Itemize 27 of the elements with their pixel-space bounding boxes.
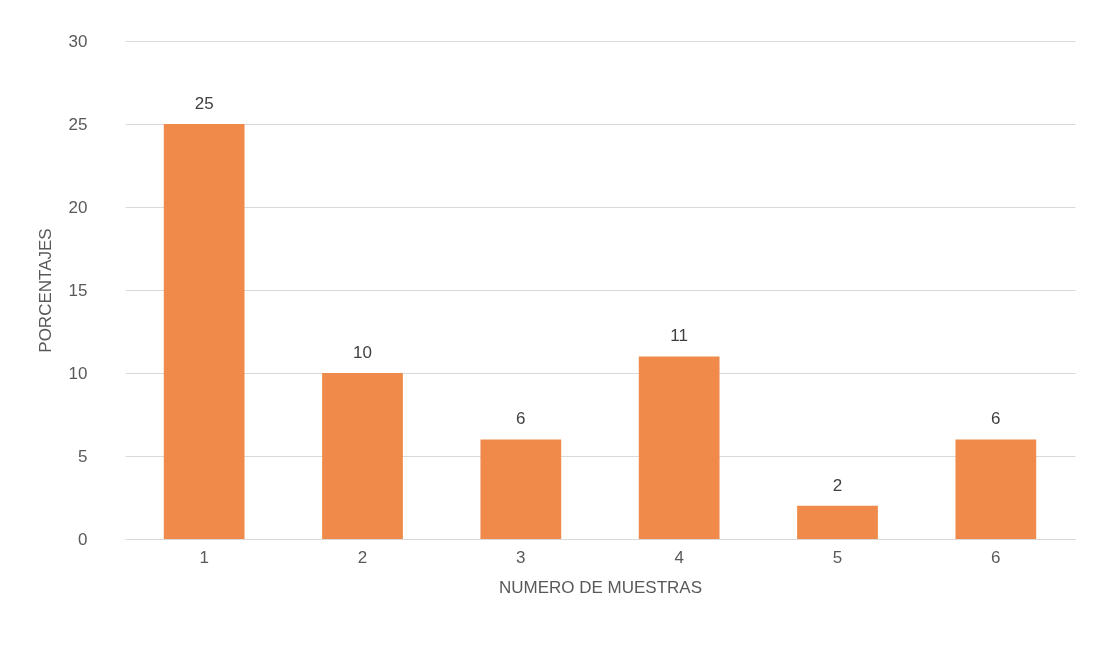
bar	[638, 356, 720, 539]
y-tick-label: 0	[78, 529, 88, 549]
y-tick-label: 25	[68, 114, 88, 134]
x-tick-label: 4	[674, 547, 684, 567]
bar	[797, 505, 878, 539]
y-axis-title: PORCENTAJES	[35, 228, 55, 353]
x-tick-label: 3	[516, 547, 526, 567]
bar	[163, 124, 245, 539]
x-tick-label: 5	[832, 547, 843, 567]
y-tick-label: 5	[78, 446, 88, 466]
y-tick-label: 15	[68, 280, 88, 300]
x-tick-label: 1	[199, 547, 209, 567]
data-label: 2	[832, 475, 843, 495]
data-label: 25	[194, 94, 214, 113]
x-axis-title: NUMERO DE MUESTRAS	[498, 577, 703, 597]
bar	[955, 439, 1037, 539]
y-tick-label: 20	[68, 197, 88, 217]
y-tick-label: 10	[68, 363, 88, 383]
x-tick-label: 2	[357, 547, 368, 567]
x-tick-label: 6	[991, 547, 1001, 567]
data-label: 10	[353, 343, 372, 362]
y-tick-label: 30	[68, 31, 88, 51]
data-label: 6	[516, 409, 526, 429]
bar	[322, 373, 403, 539]
data-label: 11	[670, 326, 688, 346]
data-label: 6	[991, 409, 1001, 429]
bar	[480, 439, 562, 539]
